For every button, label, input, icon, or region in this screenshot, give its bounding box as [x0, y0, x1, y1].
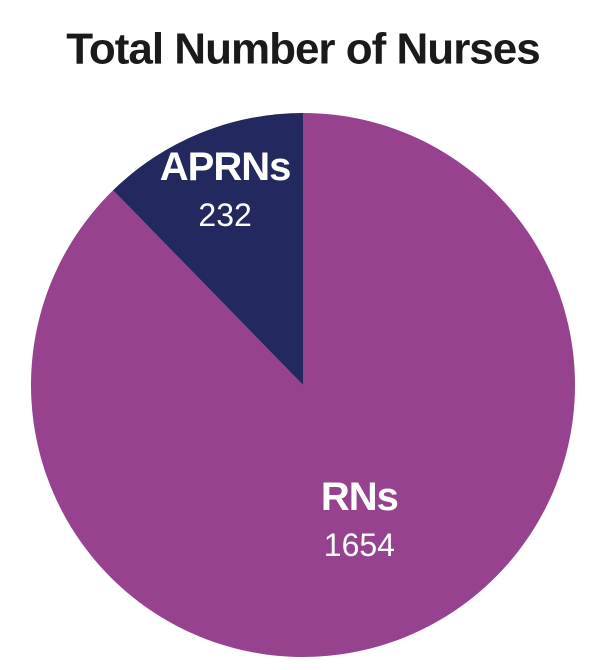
slice-value: 1654 [324, 527, 395, 563]
slice-label: RNs [321, 475, 398, 519]
slice-label: APRNs [160, 145, 291, 189]
chart-title: Total Number of Nurses [66, 25, 539, 74]
pie-slice [30, 113, 575, 658]
pie-slice [113, 113, 303, 385]
slice-value: 232 [198, 197, 251, 233]
